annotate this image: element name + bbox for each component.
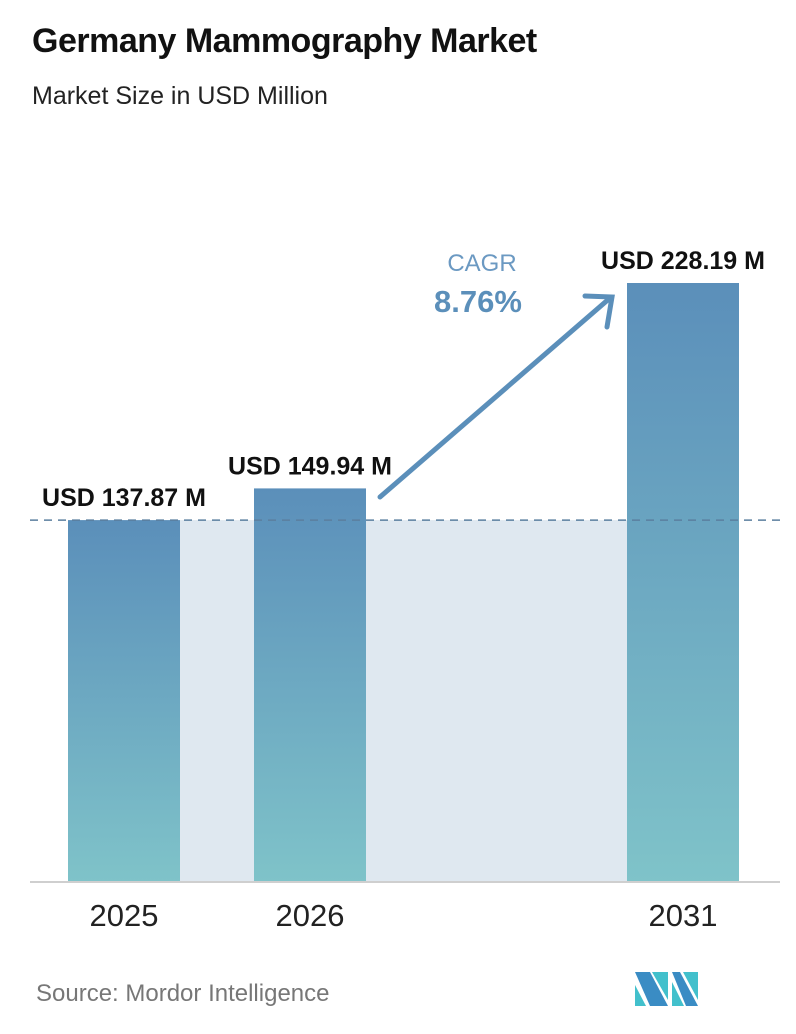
chart-title: Germany Mammography Market: [32, 22, 537, 60]
x-tick-label-2025: 2025: [90, 898, 159, 933]
shaded-region: [180, 520, 627, 882]
cagr-label: CAGR: [447, 250, 516, 277]
x-tick-label-2026: 2026: [276, 898, 345, 933]
cagr-arrow: [377, 293, 615, 500]
data-label-2026: USD 149.94 M: [228, 452, 392, 480]
cagr-value: 8.76%: [434, 284, 522, 319]
data-label-2031: USD 228.19 M: [601, 247, 765, 275]
source-text: Source: Mordor Intelligence: [36, 980, 330, 1007]
data-label-2025: USD 137.87 M: [42, 484, 206, 512]
x-tick-label-2031: 2031: [649, 898, 718, 933]
bar-2031: [627, 283, 739, 882]
mordor-logo: [635, 972, 698, 1006]
bar-2025: [68, 520, 180, 882]
bar-2026: [254, 488, 366, 882]
chart-subtitle: Market Size in USD Million: [32, 82, 328, 110]
